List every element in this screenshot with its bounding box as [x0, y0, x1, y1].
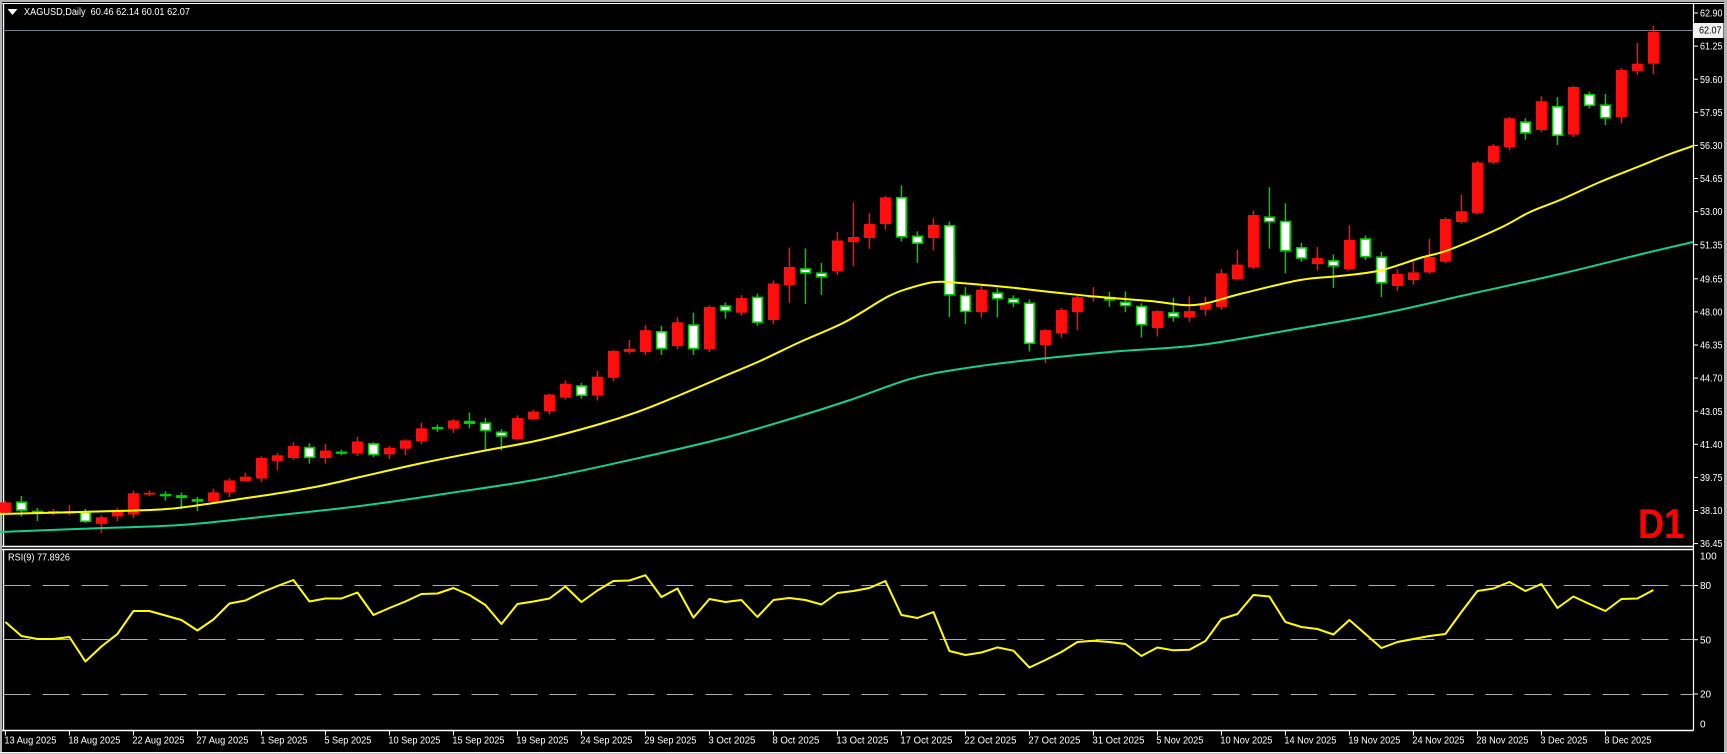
svg-text:50: 50 [1700, 635, 1712, 646]
svg-text:18 Aug 2025: 18 Aug 2025 [68, 736, 120, 747]
svg-text:62.07: 62.07 [1699, 26, 1722, 37]
svg-text:36.45: 36.45 [1700, 539, 1723, 550]
svg-text:1 Sep 2025: 1 Sep 2025 [260, 736, 307, 747]
svg-text:31 Oct 2025: 31 Oct 2025 [1092, 736, 1144, 747]
svg-text:10 Sep 2025: 10 Sep 2025 [388, 736, 440, 747]
svg-text:19 Nov 2025: 19 Nov 2025 [1348, 736, 1400, 747]
svg-text:RSI(9) 77.8926: RSI(9) 77.8926 [8, 552, 70, 564]
svg-text:27 Oct 2025: 27 Oct 2025 [1028, 736, 1080, 747]
svg-text:62.90: 62.90 [1700, 9, 1723, 20]
svg-text:80: 80 [1700, 581, 1712, 592]
svg-text:8 Oct 2025: 8 Oct 2025 [772, 736, 819, 747]
svg-text:8 Dec 2025: 8 Dec 2025 [1604, 736, 1651, 747]
svg-text:17 Oct 2025: 17 Oct 2025 [900, 736, 952, 747]
svg-text:49.65: 49.65 [1700, 274, 1723, 285]
svg-text:3 Dec 2025: 3 Dec 2025 [1540, 736, 1587, 747]
svg-text:46.35: 46.35 [1700, 341, 1723, 352]
svg-text:48.00: 48.00 [1700, 308, 1723, 319]
svg-text:53.00: 53.00 [1700, 207, 1723, 218]
svg-text:0: 0 [1700, 720, 1706, 731]
svg-text:22 Oct 2025: 22 Oct 2025 [964, 736, 1016, 747]
svg-text:41.40: 41.40 [1700, 440, 1723, 451]
svg-text:20: 20 [1700, 690, 1712, 701]
svg-text:38.10: 38.10 [1700, 506, 1723, 517]
svg-text:15 Sep 2025: 15 Sep 2025 [452, 736, 504, 747]
svg-text:24 Nov 2025: 24 Nov 2025 [1412, 736, 1464, 747]
svg-text:56.30: 56.30 [1700, 141, 1723, 152]
svg-text:3 Oct 2025: 3 Oct 2025 [708, 736, 755, 747]
svg-text:13 Oct 2025: 13 Oct 2025 [836, 736, 888, 747]
svg-text:5 Sep 2025: 5 Sep 2025 [324, 736, 371, 747]
svg-text:100: 100 [1700, 552, 1717, 563]
svg-text:D1: D1 [1638, 500, 1684, 547]
svg-text:22 Aug 2025: 22 Aug 2025 [132, 736, 184, 747]
svg-text:13 Aug 2025: 13 Aug 2025 [4, 736, 56, 747]
svg-text:44.70: 44.70 [1700, 374, 1723, 385]
svg-text:10 Nov 2025: 10 Nov 2025 [1220, 736, 1272, 747]
svg-text:57.95: 57.95 [1700, 108, 1723, 119]
svg-text:43.05: 43.05 [1700, 407, 1723, 418]
svg-text:5 Nov 2025: 5 Nov 2025 [1156, 736, 1203, 747]
svg-text:28 Nov 2025: 28 Nov 2025 [1476, 736, 1528, 747]
svg-text:61.25: 61.25 [1700, 42, 1723, 53]
svg-text:54.65: 54.65 [1700, 174, 1723, 185]
svg-text:39.75: 39.75 [1700, 473, 1723, 484]
svg-text:51.35: 51.35 [1700, 240, 1723, 251]
svg-text:27 Aug 2025: 27 Aug 2025 [196, 736, 248, 747]
svg-text:24 Sep 2025: 24 Sep 2025 [580, 736, 632, 747]
svg-text:14 Nov 2025: 14 Nov 2025 [1284, 736, 1336, 747]
svg-text:19 Sep 2025: 19 Sep 2025 [516, 736, 568, 747]
svg-text:59.60: 59.60 [1700, 75, 1723, 86]
svg-text:29 Sep 2025: 29 Sep 2025 [644, 736, 696, 747]
svg-text:XAGUSD,Daily 60.46 62.14 60.0: XAGUSD,Daily 60.46 62.14 60.01 62.07 [24, 6, 190, 18]
